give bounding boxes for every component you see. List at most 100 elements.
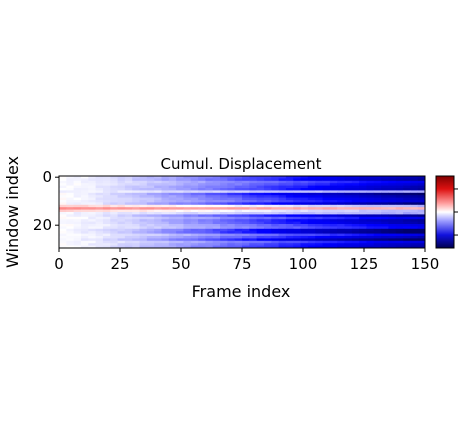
heatmap-cell bbox=[381, 200, 389, 203]
heatmap-cell bbox=[381, 209, 389, 213]
heatmap-cell bbox=[117, 245, 126, 249]
heatmap-cell bbox=[344, 204, 353, 208]
heatmap-cell bbox=[381, 197, 389, 201]
heatmap-cell bbox=[220, 207, 228, 210]
heatmap-cell bbox=[139, 176, 148, 179]
heatmap-cell bbox=[249, 195, 258, 198]
heatmap-cell bbox=[388, 190, 397, 194]
heatmap-cell bbox=[80, 204, 89, 208]
heatmap-cell bbox=[271, 233, 279, 237]
heatmap-cell bbox=[300, 183, 309, 186]
heatmap-cell bbox=[168, 180, 177, 184]
heatmap-cell bbox=[168, 176, 177, 179]
x-tick-label: 0 bbox=[54, 255, 64, 273]
heatmap-cell bbox=[351, 178, 360, 182]
heatmap-cell bbox=[315, 221, 323, 225]
heatmap-cell bbox=[300, 207, 309, 210]
heatmap-cell bbox=[249, 212, 258, 215]
heatmap-cell bbox=[110, 240, 118, 244]
heatmap-cell bbox=[110, 195, 118, 198]
heatmap-cell bbox=[410, 207, 419, 210]
heatmap-cell bbox=[337, 197, 345, 201]
heatmap-cell bbox=[395, 226, 404, 230]
heatmap-cell bbox=[381, 204, 389, 208]
heatmap-cell bbox=[205, 221, 214, 225]
heatmap-cell bbox=[403, 219, 411, 222]
heatmap-cell bbox=[88, 180, 96, 184]
heatmap-cell bbox=[307, 195, 316, 198]
heatmap-cell bbox=[366, 197, 375, 201]
heatmap-cell bbox=[351, 188, 360, 191]
heatmap-cell bbox=[190, 219, 199, 222]
heatmap-cell bbox=[249, 176, 258, 179]
heatmap-cell bbox=[132, 192, 140, 196]
heatmap-cell bbox=[417, 245, 426, 249]
heatmap-cell bbox=[59, 176, 67, 179]
heatmap-cell bbox=[417, 176, 426, 179]
heatmap-cell bbox=[110, 176, 118, 179]
heatmap-cell bbox=[300, 231, 309, 234]
heatmap-cell bbox=[395, 228, 404, 232]
heatmap-cell bbox=[307, 190, 316, 194]
heatmap-cell bbox=[256, 212, 265, 215]
heatmap-cell bbox=[168, 238, 177, 242]
heatmap-cell bbox=[410, 180, 419, 184]
heatmap-cell bbox=[176, 176, 184, 179]
heatmap-cell bbox=[329, 200, 338, 203]
heatmap-cell bbox=[307, 224, 316, 227]
heatmap-cell bbox=[322, 245, 331, 249]
heatmap-cell bbox=[285, 176, 294, 179]
heatmap-cell bbox=[329, 243, 338, 246]
heatmap-cell bbox=[337, 185, 345, 189]
heatmap-cell bbox=[73, 209, 82, 213]
heatmap-cell bbox=[110, 185, 118, 189]
heatmap-cell bbox=[59, 209, 67, 213]
heatmap-cell bbox=[315, 204, 323, 208]
heatmap-cell bbox=[146, 185, 155, 189]
heatmap-cell bbox=[307, 243, 316, 246]
heatmap-cell bbox=[102, 202, 111, 206]
heatmap-cell bbox=[417, 243, 426, 246]
heatmap-cell bbox=[95, 200, 104, 203]
heatmap-cell bbox=[234, 240, 243, 244]
heatmap-cell bbox=[271, 207, 279, 210]
heatmap-cell bbox=[73, 188, 82, 191]
heatmap-cell bbox=[300, 178, 309, 182]
heatmap-cell bbox=[293, 188, 301, 191]
heatmap-cell bbox=[337, 245, 345, 249]
heatmap-cell bbox=[315, 202, 323, 206]
heatmap-cell bbox=[337, 221, 345, 225]
heatmap-cell bbox=[176, 195, 184, 198]
heatmap-cell bbox=[161, 197, 170, 201]
heatmap-cell bbox=[168, 224, 177, 227]
heatmap-cell bbox=[373, 200, 382, 203]
heatmap-cell bbox=[315, 183, 323, 186]
heatmap-cell bbox=[344, 192, 353, 196]
heatmap-cell bbox=[132, 195, 140, 198]
heatmap-cell bbox=[227, 192, 236, 196]
heatmap-cell bbox=[117, 228, 126, 232]
heatmap-cell bbox=[117, 204, 126, 208]
heatmap-cell bbox=[381, 245, 389, 249]
heatmap-cell bbox=[95, 228, 104, 232]
heatmap-cell bbox=[242, 228, 250, 232]
heatmap-cell bbox=[293, 240, 301, 244]
heatmap-cell bbox=[132, 243, 140, 246]
heatmap-cell bbox=[154, 176, 162, 179]
heatmap-cell bbox=[263, 190, 272, 194]
heatmap-cell bbox=[102, 226, 111, 230]
heatmap-cell bbox=[66, 221, 75, 225]
heatmap-cell bbox=[307, 238, 316, 242]
heatmap-cell bbox=[285, 200, 294, 203]
y-axis: 020 bbox=[33, 168, 59, 234]
heatmap-cell bbox=[344, 243, 353, 246]
heatmap-cell bbox=[329, 226, 338, 230]
heatmap-cell bbox=[102, 243, 111, 246]
heatmap-cell bbox=[300, 228, 309, 232]
heatmap-cell bbox=[359, 243, 367, 246]
heatmap-cell bbox=[366, 238, 375, 242]
heatmap-cell bbox=[263, 233, 272, 237]
heatmap-cell bbox=[293, 219, 301, 222]
heatmap-cell bbox=[388, 188, 397, 191]
heatmap-cell bbox=[59, 202, 67, 206]
